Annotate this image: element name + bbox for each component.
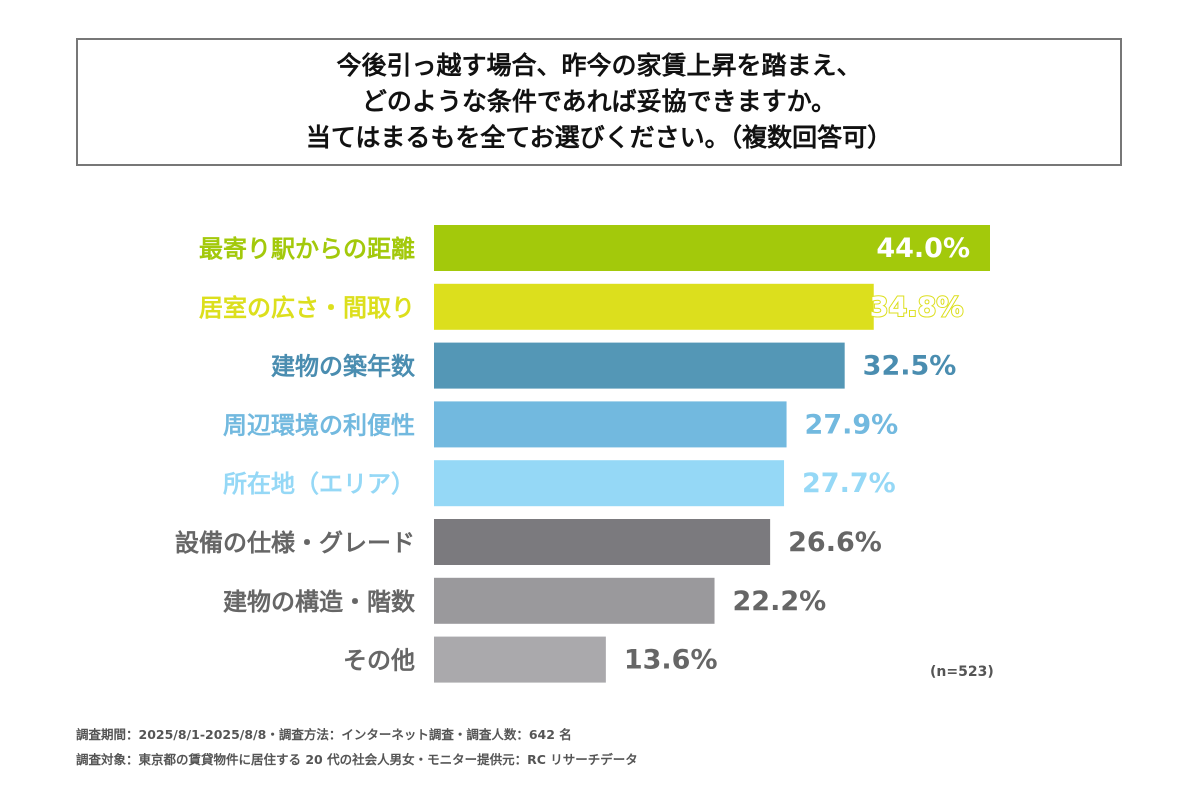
value-label: 27.7% [802,468,896,499]
bar [434,283,874,330]
bar [434,401,787,448]
title-line: 今後引っ越す場合、昨今の家賃上昇を踏まえ、 [336,51,862,80]
question-title-box: 今後引っ越す場合、昨今の家賃上昇を踏まえ、 どのような条件であれば妥協できますか… [76,38,1122,166]
category-label: 最寄り駅からの距離 [199,235,415,263]
value-label: 22.2% [733,586,827,617]
bar [434,636,606,683]
category-label: 所在地（エリア） [223,470,415,498]
bar [434,577,715,624]
bar [434,342,845,389]
value-label: 13.6% [624,645,718,676]
category-label: 周辺環境の利便性 [223,411,415,439]
value-label: 32.5% [863,351,957,382]
bar [434,225,990,271]
sample-size: (n=523) [930,664,994,680]
value-label: 34.8% [870,292,964,323]
survey-note: 調査対象：東京都の賃貸物件に居住する 20 代の社会人男女・モニター提供元：RC… [76,752,638,767]
category-label: 建物の築年数 [271,353,416,381]
category-label: 居室の広さ・間取り [199,294,415,322]
category-label: 設備の仕様・グレード [175,529,415,557]
value-label: 26.6% [788,527,882,558]
title-line: 当てはまるもを全てお選びください。（複数回答可） [305,123,893,152]
bar [434,519,771,565]
bar [434,460,785,507]
category-label: 建物の構造・階数 [223,588,416,616]
survey-note: 調査期間：2025/8/1-2025/8/8・調査方法：インターネット調査・調査… [76,727,572,742]
category-label: その他 [343,647,415,675]
title-line: どのような条件であれば妥協できますか。 [361,87,837,116]
value-label: 44.0% [876,233,970,264]
value-label: 27.9% [805,409,899,440]
